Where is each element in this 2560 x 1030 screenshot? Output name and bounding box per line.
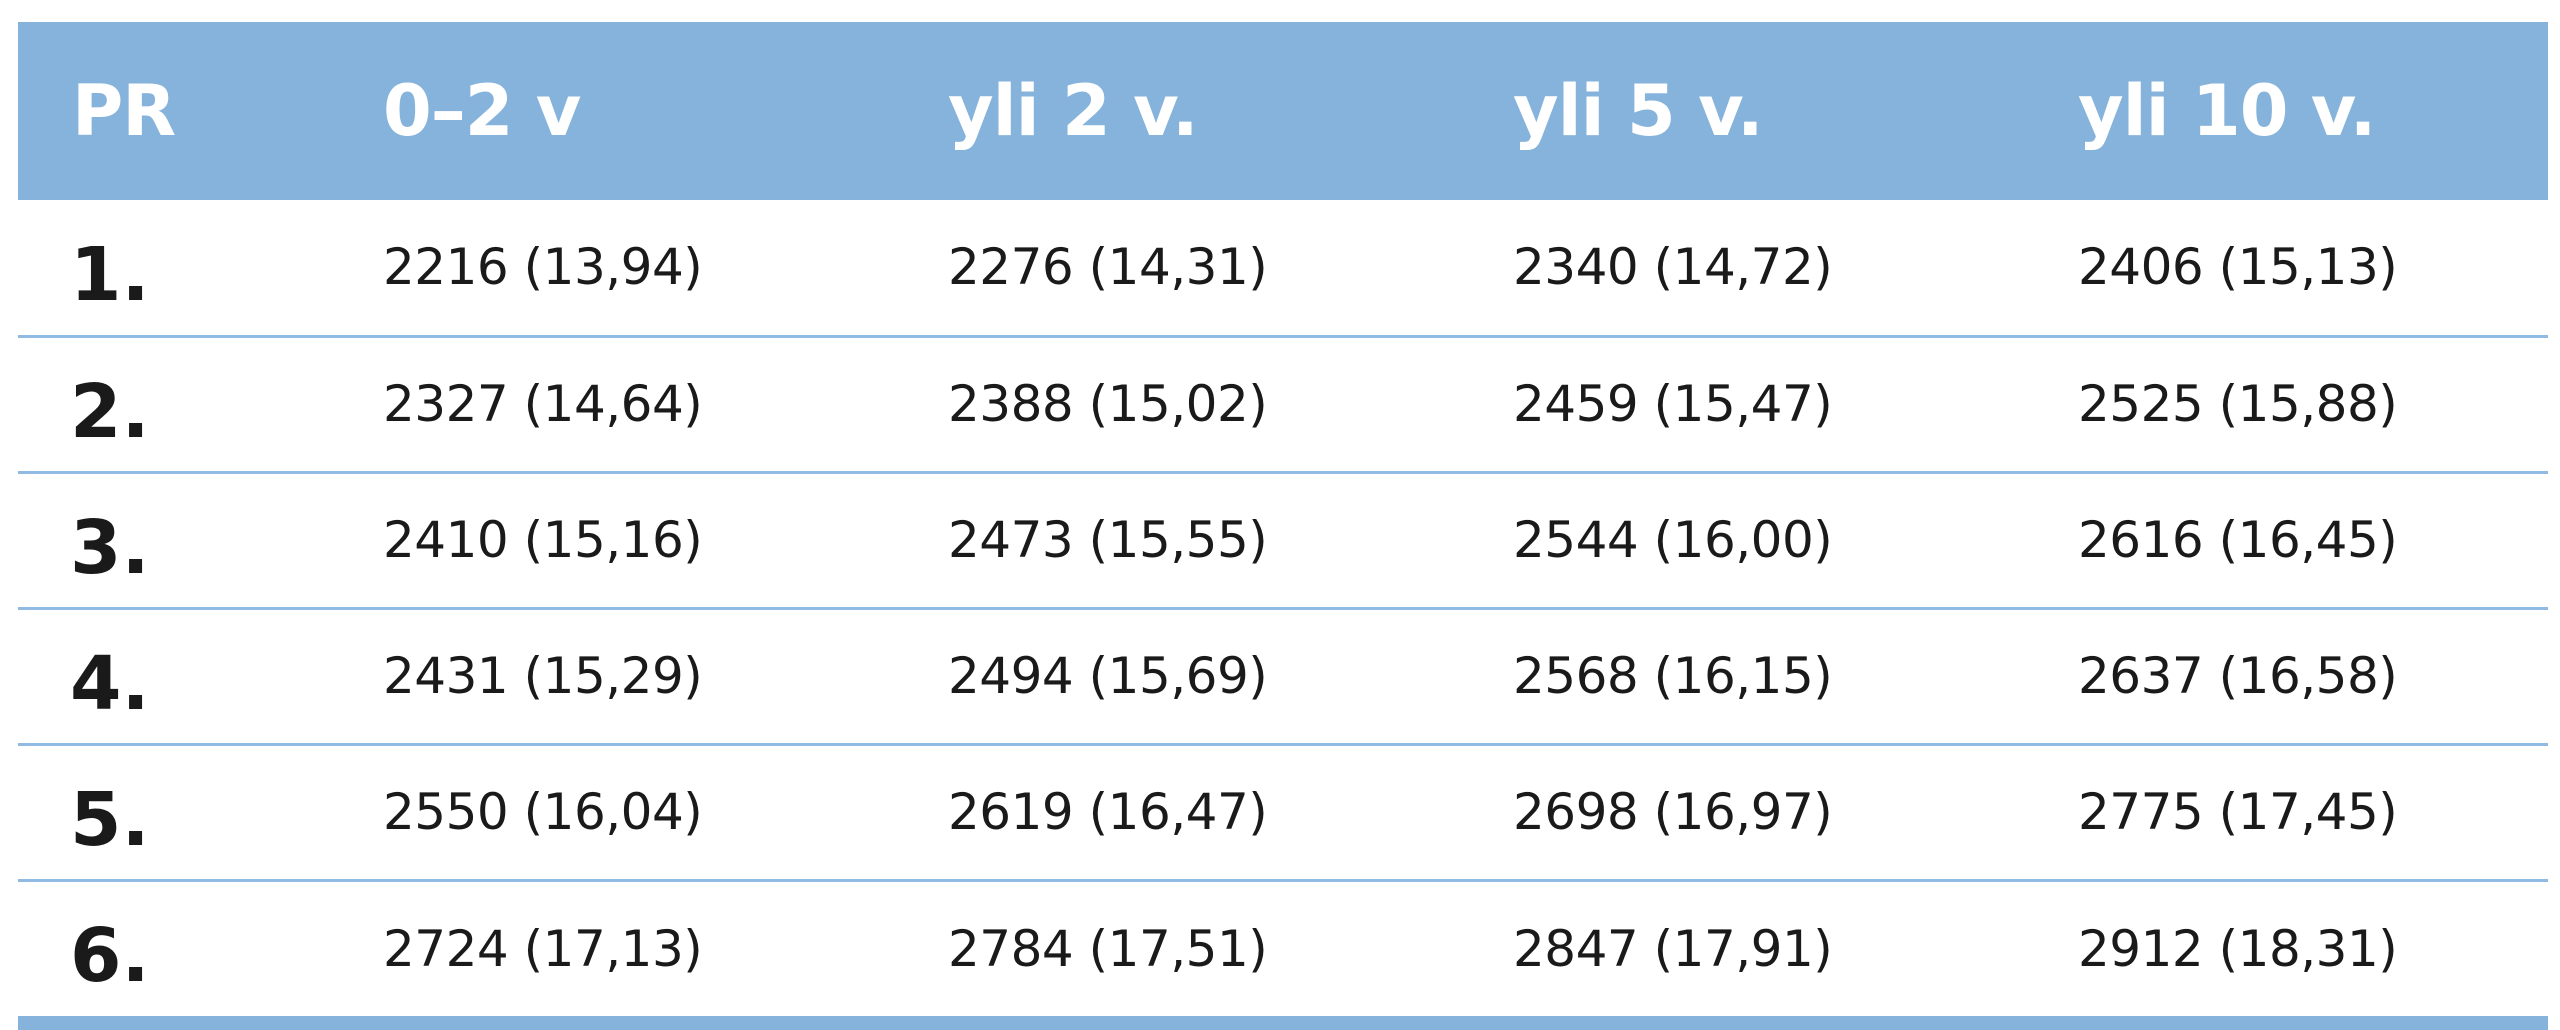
table-bottom-rule: [18, 1016, 2548, 1030]
table-cell: 2619 (16,47): [948, 783, 1268, 841]
table-row: 5. 2550 (16,04) 2619 (16,47) 2698 (16,97…: [18, 744, 2548, 880]
table-cell: 2616 (16,45): [2078, 511, 2398, 569]
header-0-2-years: 0–2 v: [383, 70, 581, 152]
table-cell: 2544 (16,00): [1513, 511, 1833, 569]
table-cell: 2340 (14,72): [1513, 238, 1833, 297]
table-header: PR 0–2 v yli 2 v. yli 5 v. yli 10 v.: [18, 22, 2548, 200]
table-cell: 2494 (15,69): [948, 647, 1268, 705]
table-cell: 2216 (13,94): [383, 238, 703, 297]
table-cell: 2525 (15,88): [2078, 375, 2398, 433]
table-cell: 2784 (17,51): [948, 919, 1268, 978]
table-cell: 2410 (15,16): [383, 511, 703, 569]
table-row: 1. 2216 (13,94) 2276 (14,31) 2340 (14,72…: [18, 200, 2548, 336]
table-cell: 2775 (17,45): [2078, 783, 2398, 841]
row-rank: 2.: [70, 368, 150, 455]
table-cell: 2637 (16,58): [2078, 647, 2398, 705]
table-cell: 2912 (18,31): [2078, 919, 2398, 978]
salary-table: PR 0–2 v yli 2 v. yli 5 v. yli 10 v. 1. …: [18, 22, 2548, 1016]
header-over-10-years: yli 10 v.: [2078, 70, 2376, 152]
header-row: PR 0–2 v yli 2 v. yli 5 v. yli 10 v.: [18, 22, 2548, 200]
row-rank: 3.: [70, 504, 150, 591]
row-rank: 1.: [70, 231, 150, 318]
table-cell: 2406 (15,13): [2078, 238, 2398, 297]
table-row: 2. 2327 (14,64) 2388 (15,02) 2459 (15,47…: [18, 336, 2548, 472]
table-cell: 2550 (16,04): [383, 783, 703, 841]
table-cell: 2724 (17,13): [383, 919, 703, 978]
header-over-5-years: yli 5 v.: [1513, 70, 1764, 152]
row-rank: 4.: [70, 640, 150, 727]
table-cell: 2473 (15,55): [948, 511, 1268, 569]
row-rank: 5.: [70, 776, 150, 863]
table-cell: 2431 (15,29): [383, 647, 703, 705]
table-cell: 2459 (15,47): [1513, 375, 1833, 433]
table-cell: 2276 (14,31): [948, 238, 1268, 297]
table-cell: 2847 (17,91): [1513, 919, 1833, 978]
table-row: 6. 2724 (17,13) 2784 (17,51) 2847 (17,91…: [18, 880, 2548, 1016]
table-cell: 2568 (16,15): [1513, 647, 1833, 705]
header-over-2-years: yli 2 v.: [948, 70, 1199, 152]
header-pr: PR: [72, 70, 176, 152]
table-row: 3. 2410 (15,16) 2473 (15,55) 2544 (16,00…: [18, 472, 2548, 608]
row-rank: 6.: [70, 913, 150, 1000]
table-cell: 2698 (16,97): [1513, 783, 1833, 841]
salary-table-container: PR 0–2 v yli 2 v. yli 5 v. yli 10 v. 1. …: [18, 22, 2548, 1030]
table-row: 4. 2431 (15,29) 2494 (15,69) 2568 (16,15…: [18, 608, 2548, 744]
table-cell: 2388 (15,02): [948, 375, 1268, 433]
table-cell: 2327 (14,64): [383, 375, 703, 433]
table-body: 1. 2216 (13,94) 2276 (14,31) 2340 (14,72…: [18, 200, 2548, 1016]
